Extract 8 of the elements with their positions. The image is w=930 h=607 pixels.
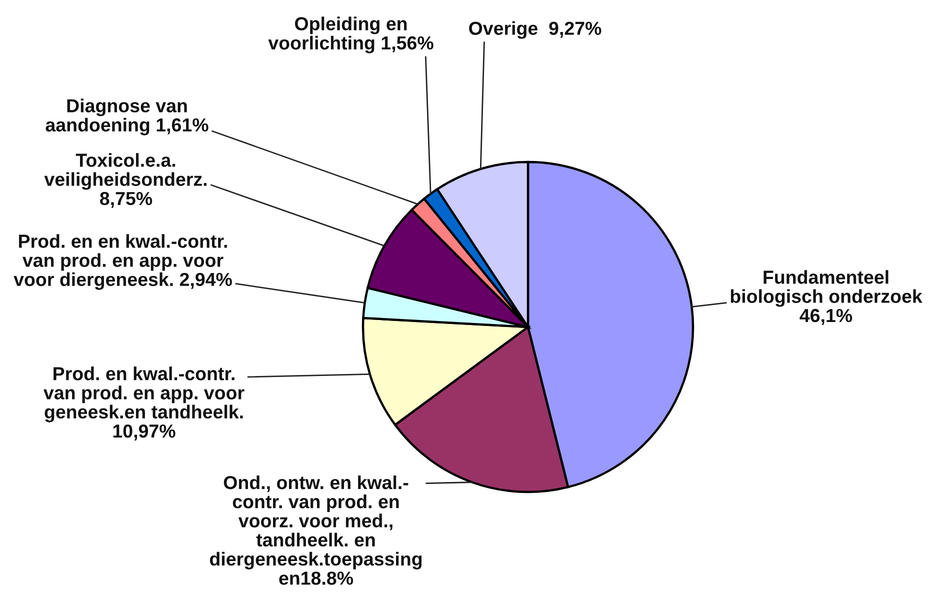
slice-label: Prod. en en kwal.-contr. van prod. en app. voor voor diergeneesk. 2,94% <box>14 234 232 290</box>
slice-label: Fundamenteel biologisch onderzoek 46,1% <box>730 270 922 325</box>
slice-label: Toxicol.e.a. veiligheidsonderz. 8,75% <box>44 153 207 208</box>
slice-label: Diagnose van aandoening 1,61% <box>46 98 208 136</box>
slice-label: Opleiding en voorlichting 1,56% <box>268 16 434 54</box>
slice-label: Ond., ontw. en kwal.- contr. van prod. en voorz. voor med., tandheelk. en diergeneesk.toepassing en18.8% <box>210 475 422 585</box>
slice-label: Overige 9,27% <box>469 21 602 39</box>
slice-label: Prod. en kwal.-contr. van prod. en app. voor geneesk.en tandheelk. 10,97% <box>44 366 244 440</box>
